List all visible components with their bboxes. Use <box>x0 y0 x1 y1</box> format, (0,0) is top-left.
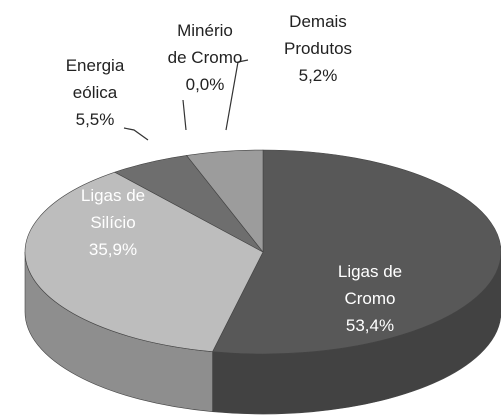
leader-line <box>225 59 249 131</box>
leader-line <box>182 99 187 131</box>
pie-slice <box>24 171 264 352</box>
pie-slice <box>212 149 501 355</box>
slice-label: Ligas de Cromo 53,4% <box>338 258 402 339</box>
category-label: Minério de Cromo <box>167 21 243 67</box>
value-label: 5,5% <box>75 110 115 129</box>
value-label: 53,4% <box>345 316 395 335</box>
category-label: Ligas de Silício <box>80 186 146 232</box>
pie-slice <box>186 149 264 253</box>
slice-label: Minério de Cromo 0,0% <box>168 17 243 98</box>
value-label: 35,9% <box>88 240 138 259</box>
category-label: Ligas de Cromo <box>337 262 403 308</box>
category-label: Demais Produtos <box>283 12 353 58</box>
value-label: 0,0% <box>185 75 225 94</box>
category-label: Energia eólica <box>65 56 125 102</box>
slice-label: Demais Produtos 5,2% <box>284 8 352 89</box>
value-label: 5,2% <box>298 66 338 85</box>
slice-label: Energia eólica 5,5% <box>66 52 125 133</box>
leader-line <box>123 127 149 141</box>
slice-label: Ligas de Silício 35,9% <box>81 182 145 263</box>
